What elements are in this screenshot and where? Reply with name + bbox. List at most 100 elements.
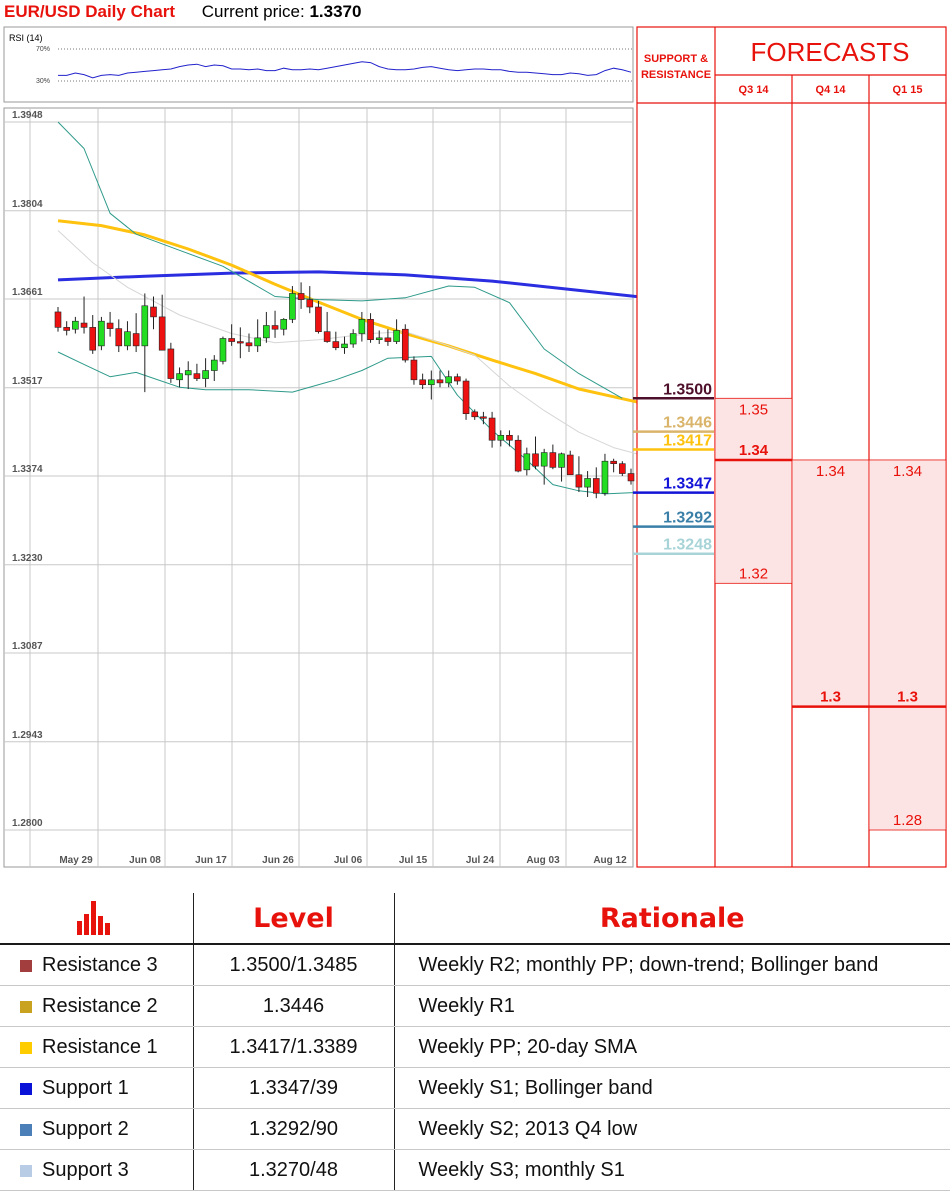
candle bbox=[358, 311, 366, 342]
level-value: 1.3500/1.3485 bbox=[192, 944, 394, 986]
candle bbox=[263, 311, 270, 343]
candle bbox=[401, 324, 409, 363]
candle bbox=[297, 282, 305, 309]
x-tick-label: Aug 12 bbox=[593, 855, 627, 866]
candle bbox=[445, 370, 452, 388]
candle bbox=[592, 467, 600, 499]
candle bbox=[601, 453, 609, 496]
candle bbox=[480, 411, 487, 425]
table-row: Resistance 3 1.3500/1.3485 Weekly R2; mont… bbox=[0, 944, 950, 986]
sr-level-label: 1.3446 bbox=[663, 415, 712, 432]
candle bbox=[532, 436, 539, 470]
candle bbox=[289, 286, 296, 324]
candle bbox=[349, 329, 357, 348]
chart-title: EUR/USD Daily Chart bbox=[4, 2, 175, 21]
candle bbox=[393, 319, 400, 345]
forecast-range bbox=[791, 459, 870, 708]
forecast-col-label: Q3 14 bbox=[739, 84, 770, 96]
forecast-col-label: Q4 14 bbox=[816, 84, 847, 96]
candle bbox=[106, 311, 114, 337]
candle bbox=[193, 363, 201, 382]
x-tick-label: Aug 03 bbox=[526, 855, 560, 866]
forecast-col-label: Q1 15 bbox=[893, 84, 923, 96]
table-header-rationale: Rationale bbox=[393, 893, 950, 945]
rsi-70-label: 70% bbox=[36, 46, 50, 53]
chart-svg: RSI (14) 70% 30% 1.39481.38041.36611.351… bbox=[3, 26, 947, 868]
level-rationale: Weekly S1; Bollinger band bbox=[393, 1067, 950, 1109]
forecast-low: 1.28 bbox=[893, 812, 922, 829]
sr-level-label: 1.3500 bbox=[663, 381, 712, 398]
x-tick-label: Jun 08 bbox=[129, 855, 161, 866]
candle bbox=[141, 293, 149, 393]
candle bbox=[315, 300, 322, 334]
forecast-panel: SUPPORT & RESISTANCE FORECASTS Q3 14 1.35… bbox=[633, 26, 947, 868]
candle bbox=[323, 311, 331, 343]
forecast-mid: 1.3 bbox=[897, 689, 918, 706]
candle bbox=[428, 370, 435, 400]
candle bbox=[245, 333, 253, 353]
x-tick-label: Jun 26 bbox=[262, 855, 294, 866]
candle bbox=[419, 373, 426, 390]
candle bbox=[488, 411, 496, 448]
candle bbox=[150, 296, 157, 330]
level-value: 1.3347/39 bbox=[192, 1067, 394, 1109]
table-row: Support 2 1.3292/90 Weekly S2; 2013 Q4 low bbox=[0, 1108, 950, 1150]
level-name-cell: Resistance 3 bbox=[0, 944, 193, 986]
candle bbox=[610, 458, 617, 473]
y-tick-label: 1.3374 bbox=[12, 464, 43, 475]
candle bbox=[436, 370, 444, 388]
candle bbox=[514, 435, 522, 473]
level-value: 1.3417/1.3389 bbox=[192, 1026, 394, 1068]
level-name-cell: Resistance 1 bbox=[0, 1026, 193, 1068]
level-rationale: Weekly S2; 2013 Q4 low bbox=[393, 1108, 950, 1150]
candle bbox=[237, 327, 244, 359]
level-value: 1.3292/90 bbox=[192, 1108, 394, 1150]
candle bbox=[210, 355, 218, 382]
candle bbox=[54, 307, 62, 332]
price-label: Current price: bbox=[201, 2, 305, 21]
candle bbox=[63, 321, 70, 336]
rsi-30-label: 30% bbox=[36, 78, 50, 85]
x-axis-ticks: May 29 Jun 08 Jun 17 Jun 26 Jul 06 Jul 15 Jul … bbox=[59, 855, 627, 866]
y-axis-ticks: 1.3948 1.3804 1.3661 1.3517 1.3374 1.3230 1.30… bbox=[12, 110, 43, 829]
candle bbox=[540, 448, 548, 485]
candle bbox=[184, 361, 192, 390]
candle bbox=[271, 310, 279, 338]
table-row: Support 3 1.3270/48 Weekly S3; monthly S1 bbox=[0, 1149, 950, 1191]
level-name: Resistance 3 bbox=[42, 953, 158, 976]
candle bbox=[497, 430, 505, 447]
candle bbox=[341, 336, 348, 354]
candle bbox=[80, 296, 88, 334]
candle bbox=[89, 315, 97, 354]
candle bbox=[410, 356, 418, 385]
level-rationale: Weekly R1 bbox=[393, 985, 950, 1027]
candle bbox=[558, 452, 565, 482]
candle bbox=[228, 324, 235, 346]
color-swatch bbox=[20, 1123, 32, 1136]
candle bbox=[176, 367, 183, 388]
indicator-line bbox=[57, 270, 649, 300]
x-tick-label: May 29 bbox=[59, 855, 93, 866]
y-tick-label: 1.3948 bbox=[12, 110, 43, 121]
candle bbox=[584, 471, 591, 497]
level-rationale: Weekly R2; monthly PP; down-trend; Bolli… bbox=[393, 944, 950, 986]
table-header-row: Level Rationale bbox=[0, 893, 950, 945]
y-tick-label: 1.3804 bbox=[12, 199, 43, 210]
levels-table: Level Rationale Resistance 3 1.3500/1.348… bbox=[0, 893, 950, 1191]
rsi-label: RSI (14) bbox=[9, 33, 43, 43]
bar-chart-logo-icon bbox=[77, 901, 111, 935]
y-tick-label: 1.3517 bbox=[12, 376, 43, 387]
candle bbox=[471, 409, 479, 420]
level-rationale: Weekly PP; 20-day SMA bbox=[393, 1026, 950, 1068]
candle bbox=[384, 329, 392, 346]
x-tick-label: Jul 06 bbox=[334, 855, 363, 866]
table-header-level: Level bbox=[192, 893, 394, 945]
forecast-high: 1.35 bbox=[739, 401, 768, 418]
sr-level-label: 1.3292 bbox=[663, 510, 712, 527]
y-tick-label: 1.3661 bbox=[12, 287, 43, 298]
level-name: Support 1 bbox=[42, 1076, 129, 1099]
x-tick-label: Jul 24 bbox=[466, 855, 495, 866]
candle bbox=[124, 321, 131, 351]
forecast-columns: Q3 14 1.35 1.34 1.32 Q4 14 1.34 1.3 Q1 15 1.34 1.… bbox=[714, 84, 947, 831]
